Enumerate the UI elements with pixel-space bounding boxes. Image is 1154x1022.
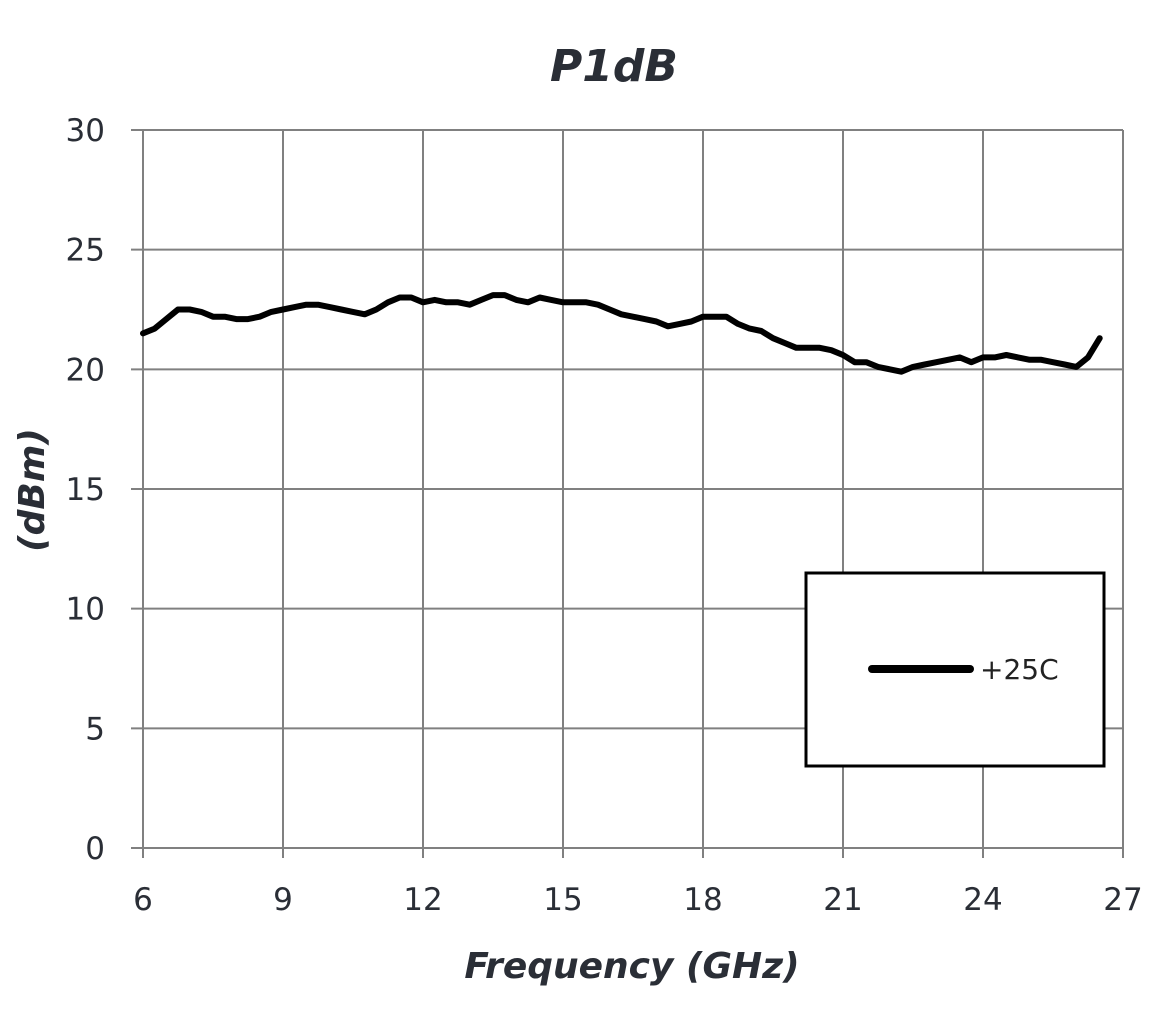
- x-tick-label-24: 24: [963, 882, 1002, 918]
- y-tick-label-30: 30: [66, 113, 105, 149]
- x-tick-label-15: 15: [543, 882, 582, 918]
- legend-label: +25C: [980, 653, 1059, 686]
- grid: [131, 129, 1124, 858]
- x-tick-label-21: 21: [823, 882, 862, 918]
- legend: +25C: [804, 571, 1106, 768]
- series-layer: [140, 292, 1103, 375]
- y-tick-label-10: 10: [66, 592, 105, 628]
- y-tick-label-20: 20: [66, 352, 105, 388]
- series-line-0: [140, 292, 1103, 375]
- y-tick-label-15: 15: [66, 472, 105, 508]
- y-axis-ticks: 0 5 10 15 20 25 30: [66, 113, 105, 867]
- x-tick-label-27: 27: [1103, 882, 1142, 918]
- y-tick-label-0: 0: [85, 831, 105, 867]
- y-axis-label: (dBm): [12, 428, 53, 552]
- chart-title: P1dB: [550, 41, 678, 92]
- x-axis-ticks: 6 9 12 15 18 21 24 27: [133, 882, 1143, 918]
- x-axis-label: Frequency (GHz): [464, 946, 799, 987]
- x-tick-label-9: 9: [273, 882, 293, 918]
- x-tick-label-18: 18: [683, 882, 722, 918]
- x-tick-label-6: 6: [133, 882, 153, 918]
- y-tick-label-5: 5: [85, 711, 105, 747]
- x-tick-label-12: 12: [403, 882, 442, 918]
- y-tick-label-25: 25: [66, 233, 105, 269]
